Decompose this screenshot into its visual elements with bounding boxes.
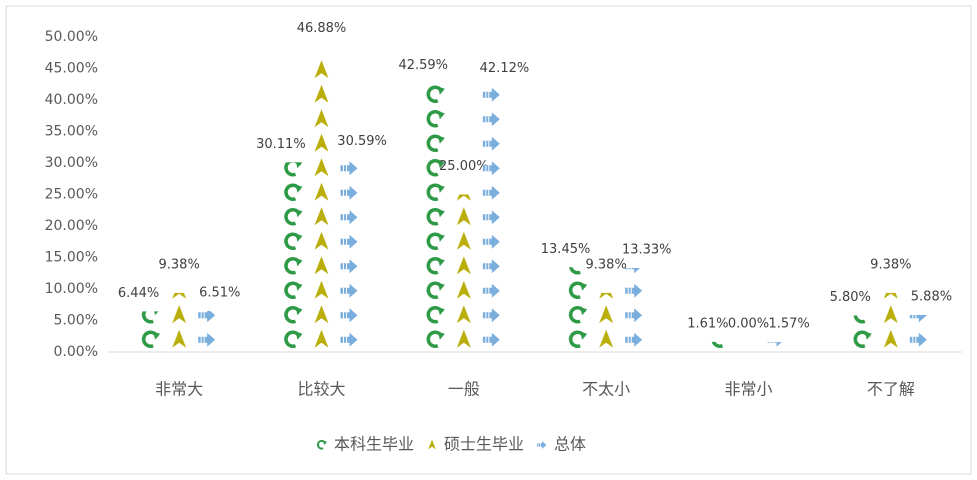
bar [196,310,219,352]
y-tick-label: 0.00% [54,344,98,360]
y-tick-label: 30.00% [45,155,98,171]
data-label: 13.33% [622,243,672,258]
bar [168,292,191,352]
bar [595,292,618,352]
legend-marker [316,439,327,450]
bar [623,268,646,352]
bar [765,342,788,352]
icon [323,440,327,445]
data-label: 9.38% [586,257,627,272]
data-label: 46.88% [297,21,347,36]
data-label: 30.59% [337,134,387,149]
icon [537,441,547,449]
bar [907,314,930,352]
bar [310,56,333,352]
icon [538,443,541,447]
data-label: 42.59% [398,58,448,73]
y-tick-label: 35.00% [45,124,98,140]
x-tick-label: 比较大 [297,380,345,399]
data-label: 9.38% [870,257,911,272]
data-label: 5.88% [911,289,952,304]
bar [452,194,475,352]
data-label: 6.51% [199,285,240,300]
x-tick-label: 一般 [448,380,480,399]
bar [851,315,874,352]
bar [282,162,305,352]
legend-label: 本科生毕业 [334,435,414,454]
data-label: 5.80% [830,290,871,305]
bar [424,83,447,353]
bar [567,267,590,352]
x-tick-label: 非常大 [155,380,203,399]
legend-marker [428,439,436,450]
data-label: 9.38% [159,257,200,272]
data-label: 6.44% [118,286,159,301]
y-tick-label: 10.00% [45,281,98,297]
legend-marker [537,441,547,449]
y-tick-label: 5.00% [54,313,98,329]
bar [480,86,503,353]
y-tick-label: 50.00% [45,29,98,45]
y-tick-label: 45.00% [45,61,98,77]
y-tick-label: 25.00% [45,187,98,203]
y-tick-label: 40.00% [45,92,98,108]
x-tick-label: 不太小 [582,380,630,399]
y-tick-label: 15.00% [45,250,98,266]
bar [338,159,361,352]
bar [709,341,732,352]
x-tick-label: 非常小 [724,380,772,399]
data-label: 25.00% [439,159,489,174]
legend-label: 总体 [554,435,586,454]
bar [140,311,163,352]
legend-label: 硕士生毕业 [444,435,524,454]
data-label: 13.45% [541,242,591,257]
x-tick-label: 不了解 [867,380,915,399]
data-label: 42.12% [480,61,530,76]
y-tick-label: 20.00% [45,218,98,234]
icon [428,439,436,450]
data-label: 0.00% [728,317,769,332]
data-label: 30.11% [256,137,306,152]
data-label: 1.57% [768,317,809,332]
bar [879,292,902,352]
data-label: 1.61% [687,316,728,331]
